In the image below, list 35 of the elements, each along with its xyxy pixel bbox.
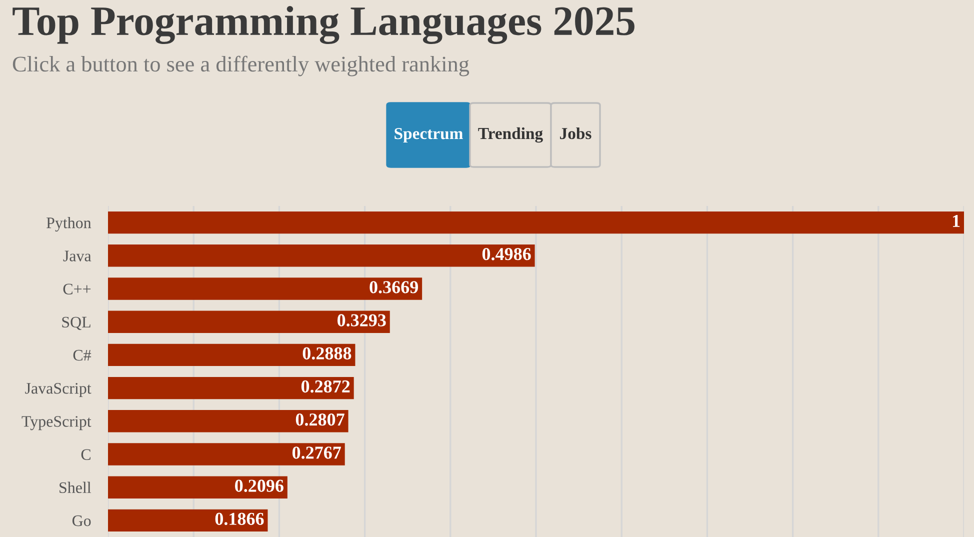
bar — [108, 244, 535, 267]
y-tick-label: Java — [63, 250, 92, 262]
data-label: 0.2767 — [292, 446, 341, 459]
data-label: 0.2888 — [302, 347, 352, 360]
text: Jobs — [560, 127, 592, 140]
y-tick-label: SQL — [62, 316, 90, 330]
bar — [108, 278, 422, 300]
chart-subtitle: Click a button to see a differently weighted ranking — [12, 56, 470, 76]
y-tick-label: Python — [46, 217, 92, 232]
y-tick-label: Shell — [60, 482, 92, 494]
y-tick-label: JavaScript — [25, 383, 92, 397]
bar — [108, 476, 288, 498]
y-tick-label: TypeScript — [22, 416, 92, 430]
y-tick-label: C# — [73, 350, 92, 361]
bar — [108, 509, 268, 532]
bar — [108, 410, 348, 432]
bar — [108, 310, 390, 333]
data-label: 0.2807 — [296, 413, 344, 426]
data-label: 1 — [952, 214, 960, 227]
bar — [108, 443, 345, 466]
chart-title: Top Programming Languages 2025 — [12, 6, 634, 44]
data-label: 0.2872 — [301, 380, 350, 393]
data-label: 0.2096 — [235, 480, 284, 492]
bar — [108, 211, 964, 234]
y-tick-label: C — [81, 449, 90, 460]
data-label: 0.3293 — [337, 314, 386, 326]
data-label: 0.3669 — [370, 281, 418, 294]
data-label: 0.1866 — [215, 512, 264, 526]
y-tick-label: Go — [72, 515, 91, 526]
text: Spectrum — [394, 128, 463, 143]
bar — [108, 376, 354, 400]
text: Trending — [478, 127, 543, 143]
bar — [108, 344, 356, 366]
data-label: 0.4986 — [482, 248, 531, 260]
y-tick-label: C++ — [63, 284, 91, 294]
